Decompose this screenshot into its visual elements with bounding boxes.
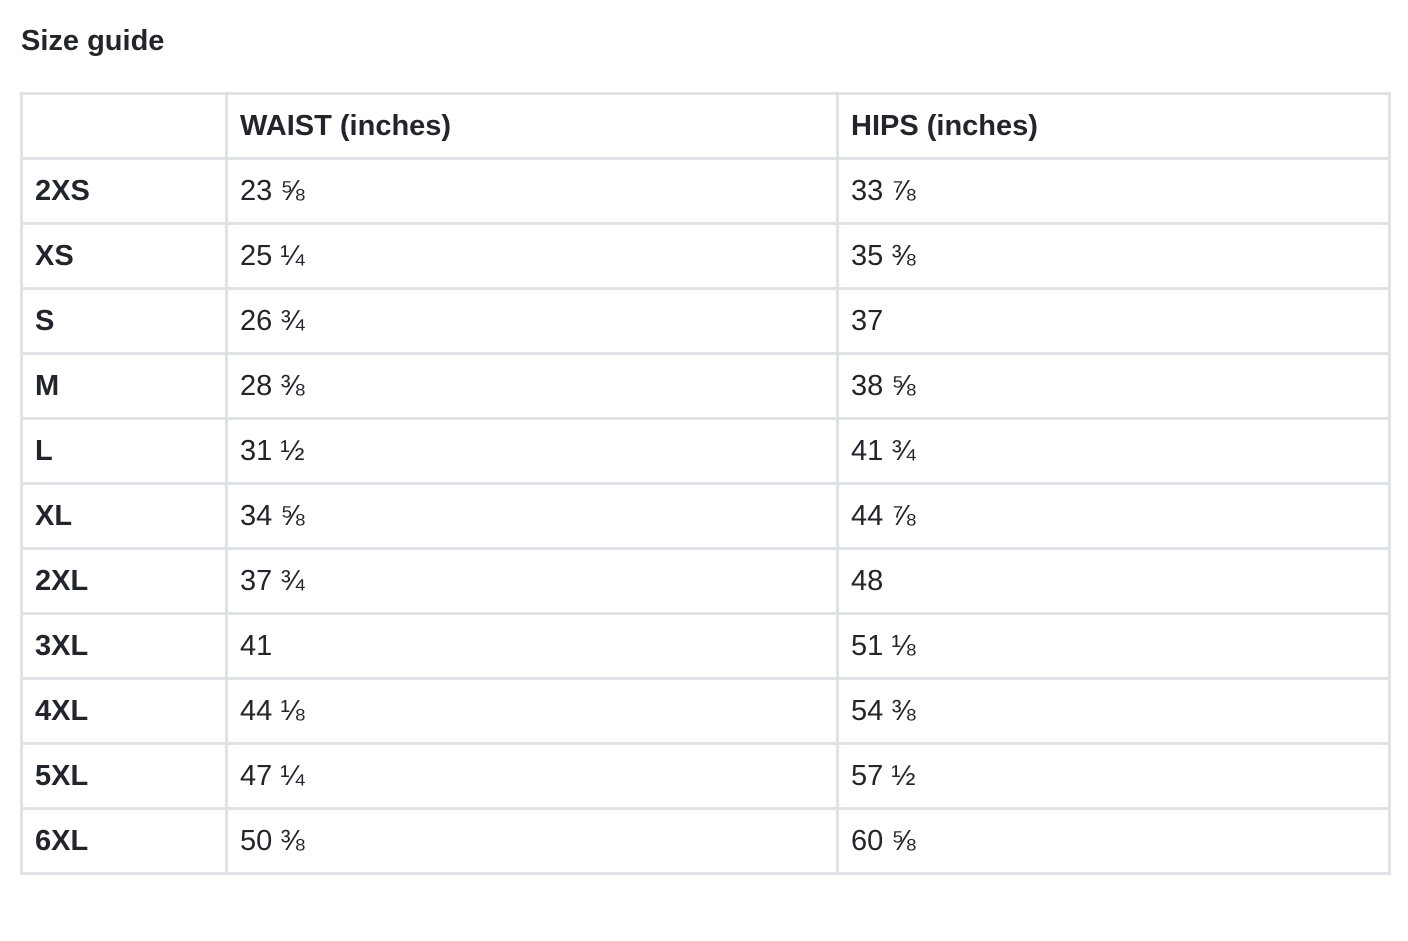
table-row: XL 34 ⅝ 44 ⅞ <box>20 482 1391 550</box>
waist-cell: 31 ½ <box>225 417 839 485</box>
hips-cell: 41 ¾ <box>836 417 1391 485</box>
waist-cell: 37 ¾ <box>225 547 839 615</box>
table-row: XS 25 ¼ 35 ⅜ <box>20 222 1391 290</box>
size-cell: L <box>20 417 228 485</box>
header-row: WAIST (inches) HIPS (inches) <box>20 92 1391 160</box>
waist-cell: 28 ⅜ <box>225 352 839 420</box>
size-cell: 2XS <box>20 157 228 225</box>
hips-cell: 54 ⅜ <box>836 677 1391 745</box>
table-row: 2XS 23 ⅝ 33 ⅞ <box>20 157 1391 225</box>
hips-cell: 35 ⅜ <box>836 222 1391 290</box>
table-row: 5XL 47 ¼ 57 ½ <box>20 742 1391 810</box>
waist-cell: 26 ¾ <box>225 287 839 355</box>
size-cell: M <box>20 352 228 420</box>
table-row: S 26 ¾ 37 <box>20 287 1391 355</box>
table-row: 3XL 41 51 ⅛ <box>20 612 1391 680</box>
page-title: Size guide <box>21 25 165 57</box>
waist-cell: 34 ⅝ <box>225 482 839 550</box>
size-cell: 2XL <box>20 547 228 615</box>
table-row: 6XL 50 ⅜ 60 ⅝ <box>20 807 1391 875</box>
table-row: L 31 ½ 41 ¾ <box>20 417 1391 485</box>
table-body: 2XS 23 ⅝ 33 ⅞ XS 25 ¼ 35 ⅜ S 26 ¾ 37 M 2… <box>20 157 1391 875</box>
size-cell: XS <box>20 222 228 290</box>
size-cell: 5XL <box>20 742 228 810</box>
waist-cell: 50 ⅜ <box>225 807 839 875</box>
hips-cell: 51 ⅛ <box>836 612 1391 680</box>
hips-cell: 38 ⅝ <box>836 352 1391 420</box>
size-cell: XL <box>20 482 228 550</box>
hips-cell: 48 <box>836 547 1391 615</box>
header-size <box>20 92 228 160</box>
hips-cell: 57 ½ <box>836 742 1391 810</box>
waist-cell: 25 ¼ <box>225 222 839 290</box>
hips-cell: 37 <box>836 287 1391 355</box>
header-hips: HIPS (inches) <box>836 92 1391 160</box>
waist-cell: 23 ⅝ <box>225 157 839 225</box>
hips-cell: 60 ⅝ <box>836 807 1391 875</box>
waist-cell: 47 ¼ <box>225 742 839 810</box>
table-header: WAIST (inches) HIPS (inches) <box>20 92 1391 160</box>
hips-cell: 33 ⅞ <box>836 157 1391 225</box>
header-waist: WAIST (inches) <box>225 92 839 160</box>
waist-cell: 41 <box>225 612 839 680</box>
table-row: 2XL 37 ¾ 48 <box>20 547 1391 615</box>
table-row: M 28 ⅜ 38 ⅝ <box>20 352 1391 420</box>
size-cell: 4XL <box>20 677 228 745</box>
hips-cell: 44 ⅞ <box>836 482 1391 550</box>
size-cell: 3XL <box>20 612 228 680</box>
waist-cell: 44 ⅛ <box>225 677 839 745</box>
size-cell: 6XL <box>20 807 228 875</box>
table-row: 4XL 44 ⅛ 54 ⅜ <box>20 677 1391 745</box>
size-cell: S <box>20 287 228 355</box>
size-guide-table: WAIST (inches) HIPS (inches) 2XS 23 ⅝ 33… <box>20 92 1391 875</box>
